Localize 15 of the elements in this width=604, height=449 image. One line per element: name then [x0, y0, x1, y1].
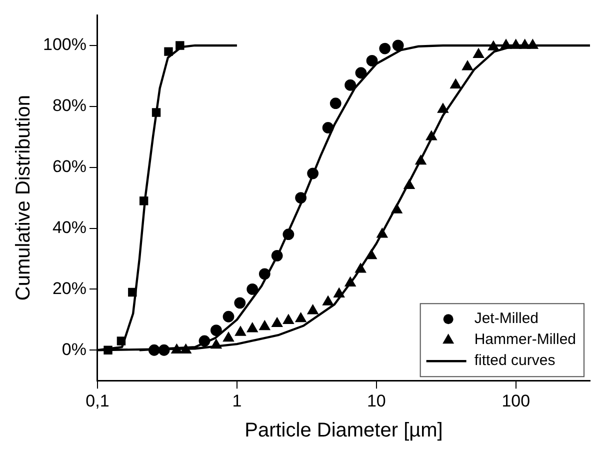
legend-label: Hammer-Milled — [474, 331, 576, 348]
x-tick-label: 10 — [366, 391, 386, 410]
legend-label: fitted curves — [474, 352, 556, 370]
y-tick-label: 0% — [62, 340, 86, 359]
y-tick-label: 20% — [52, 278, 86, 298]
x-tick-label: 1 — [232, 391, 242, 410]
y-tick-label: 80% — [52, 96, 86, 116]
y-tick-label: 40% — [52, 218, 86, 237]
legend-label: Jet-Milled — [474, 310, 539, 328]
y-tick-label: 100% — [42, 35, 86, 54]
x-axis-title: Particle Diameter [µm] — [244, 420, 443, 442]
y-axis-title: Cumulative Distribution — [12, 94, 35, 301]
x-tick-label: 100 — [502, 391, 530, 410]
y-tick-label: 60% — [52, 157, 86, 176]
x-tick-label: 0,1 — [86, 391, 110, 410]
